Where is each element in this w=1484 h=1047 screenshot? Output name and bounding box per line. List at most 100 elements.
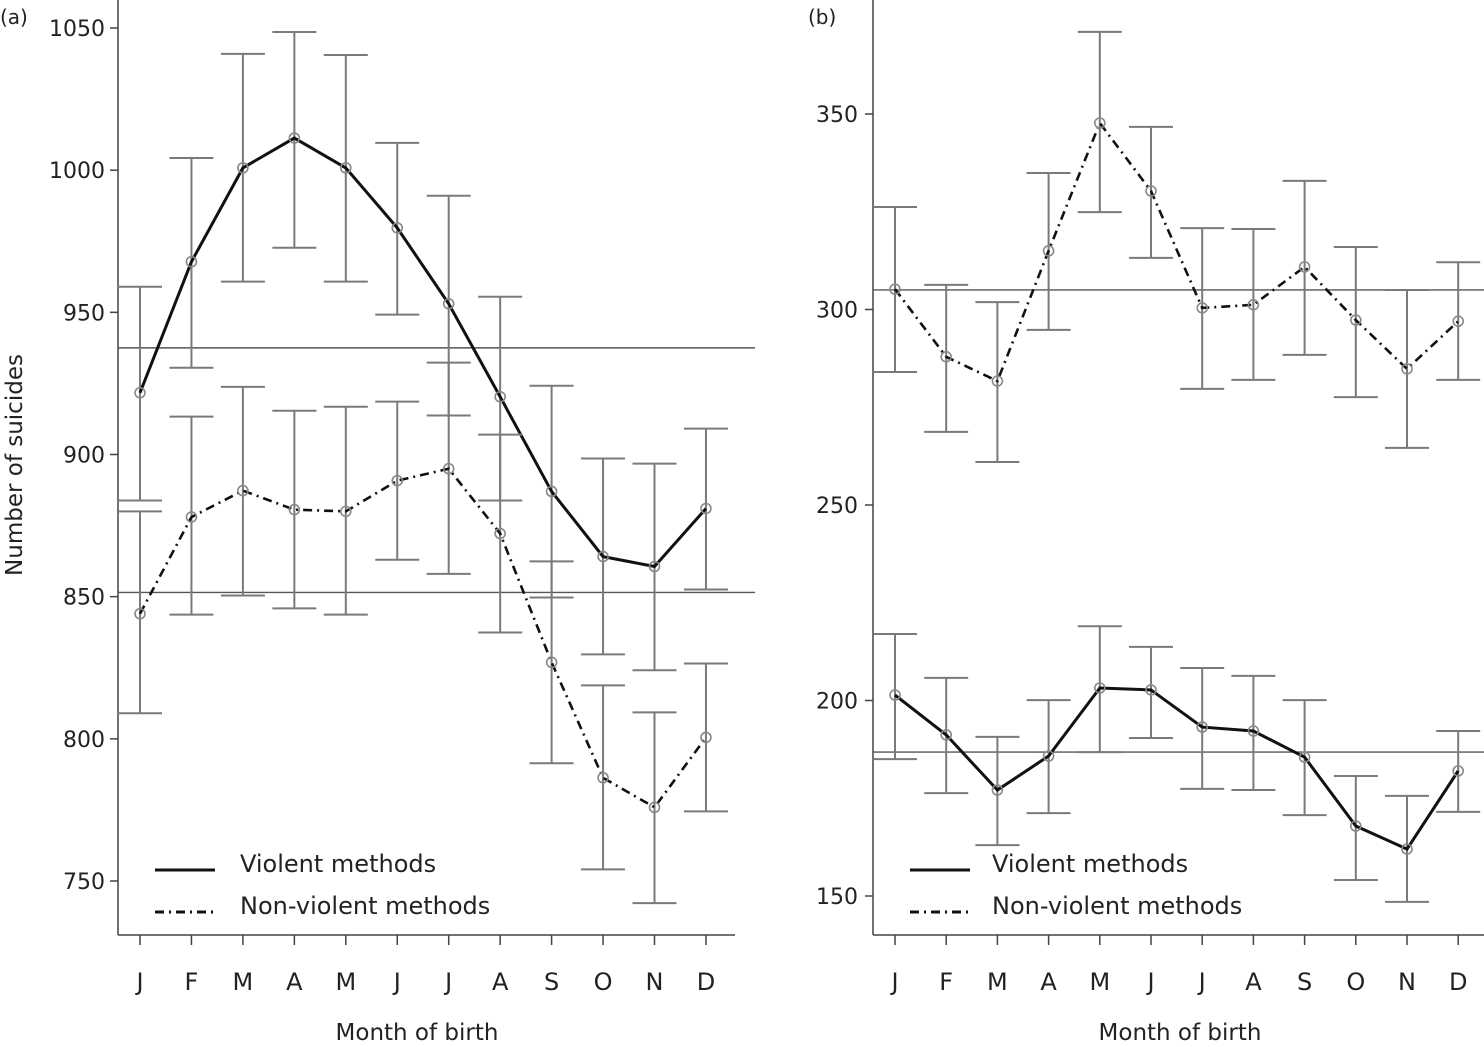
legend-label: Non-violent methods bbox=[240, 892, 490, 920]
x-tick-label: J bbox=[134, 968, 143, 996]
data-point bbox=[1247, 299, 1260, 311]
data-point bbox=[442, 298, 455, 310]
data-point bbox=[1042, 245, 1055, 257]
y-tick-label: 900 bbox=[63, 444, 105, 469]
y-tick-label: 800 bbox=[63, 728, 105, 753]
data-point bbox=[597, 771, 609, 784]
x-tick-label: S bbox=[544, 968, 559, 996]
x-tick-label: J bbox=[889, 968, 898, 996]
data-point bbox=[1145, 185, 1157, 197]
data-point bbox=[1401, 843, 1413, 855]
data-point bbox=[237, 162, 249, 174]
x-axis-title: Month of birth bbox=[336, 1020, 499, 1046]
data-point bbox=[648, 801, 661, 814]
series-line bbox=[893, 120, 1460, 383]
series-line bbox=[894, 686, 1460, 851]
x-axis-title: Month of birth bbox=[1099, 1020, 1262, 1046]
series-violent bbox=[118, 30, 728, 672]
x-tick-label: A bbox=[1040, 968, 1057, 996]
legend-label: Non-violent methods bbox=[992, 892, 1242, 920]
data-point bbox=[339, 162, 352, 174]
y-tick-label: 300 bbox=[816, 299, 858, 324]
data-point bbox=[391, 222, 404, 234]
data-point bbox=[545, 656, 558, 669]
data-point bbox=[134, 607, 146, 620]
x-tick-label: A bbox=[286, 968, 303, 996]
data-point bbox=[1298, 261, 1311, 273]
x-tick-label: A bbox=[1245, 968, 1262, 996]
y-tick-label: 850 bbox=[63, 586, 105, 611]
data-point bbox=[288, 503, 301, 516]
x-tick-label: M bbox=[233, 968, 254, 996]
data-point bbox=[1094, 117, 1106, 129]
panel-label: (a) bbox=[0, 5, 28, 29]
data-point bbox=[1145, 684, 1157, 696]
data-point bbox=[1298, 751, 1311, 763]
data-point bbox=[1196, 721, 1208, 733]
data-point bbox=[442, 462, 455, 475]
y-tick-label: 750 bbox=[63, 870, 105, 895]
data-point bbox=[1094, 682, 1106, 694]
data-point bbox=[991, 784, 1004, 796]
x-tick-label: N bbox=[1398, 968, 1416, 996]
x-tick-label: M bbox=[335, 968, 356, 996]
y-tick-label: 1000 bbox=[49, 159, 105, 184]
data-point bbox=[889, 689, 901, 701]
data-point bbox=[1042, 750, 1055, 762]
data-point bbox=[339, 505, 352, 518]
x-tick-label: J bbox=[443, 968, 452, 996]
data-point bbox=[1452, 765, 1464, 777]
y-tick-label: 250 bbox=[816, 494, 858, 519]
data-point bbox=[494, 390, 506, 403]
x-tick-label: D bbox=[697, 968, 715, 996]
x-tick-label: S bbox=[1297, 968, 1312, 996]
data-point bbox=[185, 255, 198, 268]
y-axis-title: Number of suicides bbox=[2, 354, 28, 576]
y-tick-label: 150 bbox=[816, 885, 858, 910]
x-tick-label: J bbox=[392, 968, 401, 996]
data-point bbox=[288, 132, 301, 144]
data-point bbox=[889, 283, 901, 295]
legend-label: Violent methods bbox=[992, 850, 1188, 878]
data-point bbox=[545, 485, 558, 498]
x-tick-label: O bbox=[594, 968, 613, 996]
data-point bbox=[1247, 725, 1260, 737]
x-tick-label: J bbox=[1145, 968, 1154, 996]
data-point bbox=[1350, 820, 1362, 832]
series-line bbox=[138, 467, 707, 810]
data-point bbox=[700, 731, 712, 744]
legend-label: Violent methods bbox=[240, 850, 436, 878]
x-tick-label: F bbox=[185, 968, 199, 996]
data-point bbox=[134, 386, 146, 399]
x-tick-label: A bbox=[492, 968, 509, 996]
series-line bbox=[138, 136, 708, 569]
x-tick-label: M bbox=[987, 968, 1008, 996]
panel-b bbox=[865, 0, 1484, 945]
data-point bbox=[700, 502, 712, 515]
data-point bbox=[991, 375, 1004, 387]
data-point bbox=[1196, 302, 1208, 314]
data-point bbox=[1350, 314, 1362, 326]
x-tick-label: F bbox=[939, 968, 953, 996]
data-point bbox=[940, 351, 953, 363]
series-violent bbox=[873, 625, 1481, 903]
data-point bbox=[940, 729, 953, 741]
y-tick-label: 350 bbox=[816, 103, 858, 128]
data-point bbox=[391, 474, 404, 487]
panel-a bbox=[110, 0, 755, 945]
x-tick-label: J bbox=[1197, 968, 1206, 996]
data-point bbox=[1401, 363, 1413, 375]
data-point bbox=[237, 484, 249, 497]
x-tick-label: N bbox=[646, 968, 664, 996]
data-point bbox=[185, 511, 198, 523]
panel-label: (b) bbox=[808, 5, 836, 29]
x-tick-label: M bbox=[1089, 968, 1110, 996]
x-tick-label: D bbox=[1449, 968, 1467, 996]
series-non-violent bbox=[873, 30, 1481, 463]
y-tick-label: 200 bbox=[816, 690, 858, 715]
series-non-violent bbox=[118, 361, 728, 905]
data-point bbox=[494, 527, 506, 540]
data-point bbox=[1452, 315, 1464, 328]
y-tick-label: 950 bbox=[63, 301, 105, 326]
